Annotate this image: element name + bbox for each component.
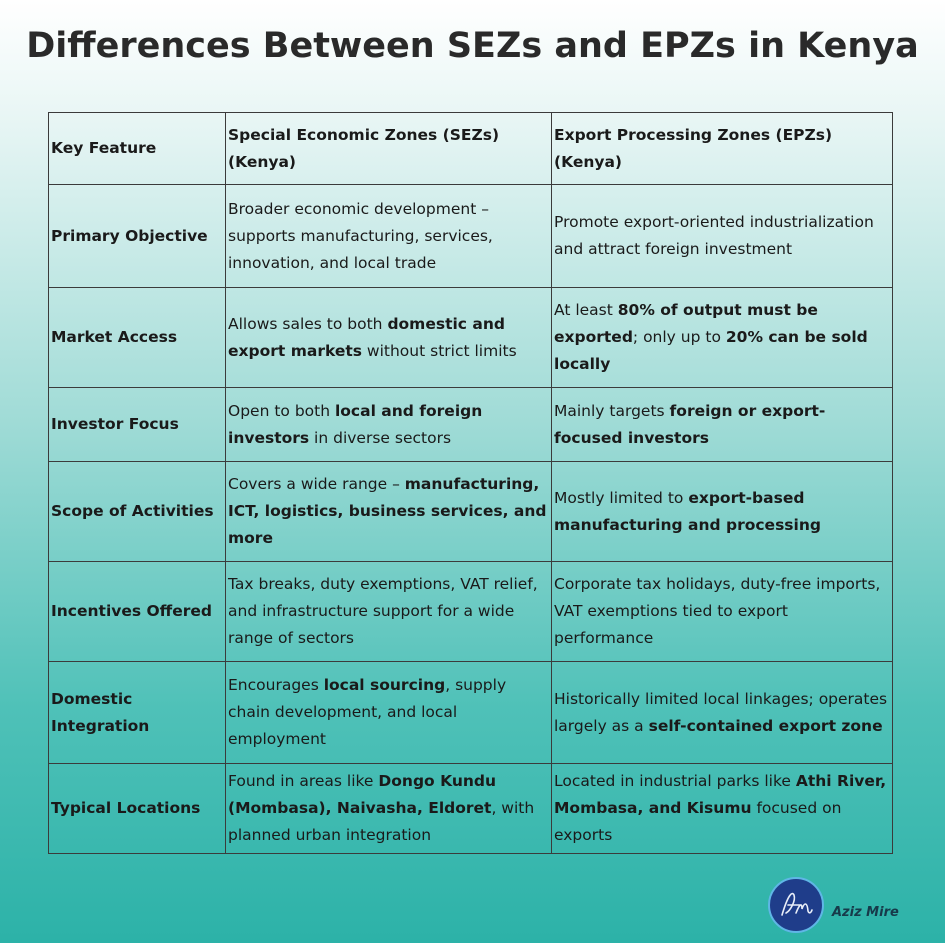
table-header-row: Key Feature Special Economic Zones (SEZs… <box>48 112 893 185</box>
epz-text-segment: Mainly targets <box>554 401 670 420</box>
epz-cell: Mostly limited to export-based manufactu… <box>551 461 893 562</box>
feature-cell: Market Access <box>48 287 226 388</box>
author-logo: AM <box>768 877 824 933</box>
feature-cell: Domestic Integration <box>48 661 226 764</box>
epz-cell: Mainly targets foreign or export-focused… <box>551 387 893 462</box>
table-row: Incentives Offered Tax breaks, duty exemp… <box>48 561 893 662</box>
sez-text-segment: Covers a wide range – <box>228 475 405 493</box>
feature-cell: Typical Locations <box>48 763 226 854</box>
table-row: Market Access Allows sales to both domest… <box>48 287 893 388</box>
sez-text-segment: without strict limits <box>362 341 517 360</box>
header-sez: Special Economic Zones (SEZs) (Kenya) <box>225 112 552 185</box>
sez-text-segment: manufacturing, ICT, logistics, business … <box>228 475 547 547</box>
signature-icon: AM <box>781 892 813 916</box>
epz-text-segment: self-contained export zone <box>648 716 883 735</box>
epz-text-segment: ; only up to <box>632 328 726 346</box>
sez-text-segment: Tax breaks, duty exemptions, VAT relief,… <box>228 575 538 647</box>
epz-text-segment: foreign or export-focused investors <box>554 401 826 447</box>
sez-text-segment: Found in areas like <box>228 772 379 790</box>
table-row: Investor Focus Open to both local and for… <box>48 387 893 462</box>
epz-text-segment: Historically limited local linkages; ope… <box>554 689 888 735</box>
epz-text-segment: Promote export-oriented industrializatio… <box>554 213 874 258</box>
table-row: Primary Objective Broader economic develo… <box>48 184 893 288</box>
table-row: Domestic Integration Encourages local sou… <box>48 661 893 764</box>
sez-cell: Allows sales to both domestic and export… <box>225 287 552 388</box>
sez-text-segment: Dongo Kundu (Mombasa), Naivasha, Eldoret <box>228 772 497 817</box>
table-row: Scope of Activities Covers a wide range –… <box>48 461 893 562</box>
feature-cell: Scope of Activities <box>48 461 226 562</box>
sez-text-segment: domestic and export markets <box>228 314 505 360</box>
sez-cell: Broader economic development – supports … <box>225 184 552 288</box>
sez-cell: Open to both local and foreign investors… <box>225 387 552 462</box>
epz-text-segment: focused on exports <box>554 799 842 844</box>
sez-text-segment: , supply chain development, and local em… <box>228 676 507 748</box>
sez-text-segment: in diverse sectors <box>309 428 452 447</box>
sez-text-segment: Broader economic development – supports … <box>228 199 493 272</box>
sez-cell: Found in areas like Dongo Kundu (Mombasa… <box>225 763 552 854</box>
epz-text-segment: Mostly limited to <box>554 488 689 507</box>
feature-cell: Incentives Offered <box>48 561 226 662</box>
sez-cell: Encourages local sourcing, supply chain … <box>225 661 552 764</box>
table-row: Typical Locations Found in areas like Don… <box>48 763 893 854</box>
epz-cell: At least 80% of output must be exported;… <box>551 287 893 388</box>
header-epz: Export Processing Zones (EPZs) (Kenya) <box>551 112 893 185</box>
sez-text-segment: local and foreign investors <box>228 401 483 447</box>
epz-cell: Corporate tax holidays, duty-free import… <box>551 561 893 662</box>
comparison-table: Key Feature Special Economic Zones (SEZs… <box>48 112 893 854</box>
epz-text-segment: At least <box>554 301 618 319</box>
epz-text-segment: 80% of output must be exported <box>554 301 818 346</box>
sez-text-segment: Allows sales to both <box>228 314 388 333</box>
feature-cell: Investor Focus <box>48 387 226 462</box>
author-name: Aziz Mire <box>832 905 899 920</box>
sez-text-segment: Open to both <box>228 401 335 420</box>
epz-cell: Located in industrial parks like Athi Ri… <box>551 763 893 854</box>
epz-text-segment: 20% can be sold locally <box>554 328 868 373</box>
sez-text-segment: Encourages <box>228 676 324 694</box>
epz-text-segment: Athi River, Mombasa, and Kisumu <box>554 772 887 817</box>
feature-cell: Primary Objective <box>48 184 226 288</box>
epz-text-segment: Located in industrial parks like <box>554 772 796 790</box>
header-key-feature: Key Feature <box>48 112 226 185</box>
sez-cell: Covers a wide range – manufacturing, ICT… <box>225 461 552 562</box>
epz-cell: Promote export-oriented industrializatio… <box>551 184 893 288</box>
sez-text-segment: local sourcing <box>323 676 446 694</box>
epz-cell: Historically limited local linkages; ope… <box>551 661 893 764</box>
page-title: Differences Between SEZs and EPZs in Ken… <box>26 26 919 66</box>
epz-text-segment: export-based manufacturing and processin… <box>554 488 821 534</box>
sez-text-segment: , with planned urban integration <box>228 799 535 844</box>
sez-cell: Tax breaks, duty exemptions, VAT relief,… <box>225 561 552 662</box>
epz-text-segment: Corporate tax holidays, duty-free import… <box>554 575 881 647</box>
